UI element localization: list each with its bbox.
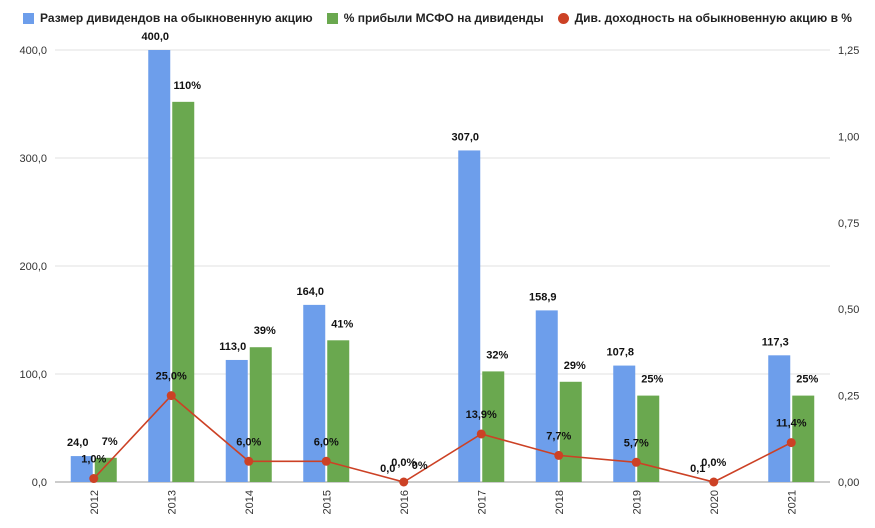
- y-right-tick-label: 0,00: [838, 477, 859, 489]
- x-tick-label: 2021: [786, 490, 798, 514]
- data-label-dividend-size: 400,0: [141, 31, 169, 43]
- point-dividend-yield[interactable]: [631, 457, 641, 467]
- bar-dividend-size[interactable]: [613, 365, 636, 482]
- point-dividend-yield[interactable]: [166, 391, 176, 401]
- data-label-payout-ratio: 7%: [102, 436, 118, 448]
- data-label-dividend-size: 307,0: [451, 131, 479, 143]
- legend-label-dividend-size: Размер дивидендов на обыкновенную акцию: [40, 11, 313, 25]
- data-label-payout-ratio: 29%: [564, 360, 586, 372]
- data-label-dividend-yield: 1,0%: [81, 454, 106, 466]
- x-tick-label: 2012: [89, 490, 101, 514]
- legend-dot-red: [557, 12, 569, 24]
- y-right-tick-label: 0,50: [838, 304, 859, 316]
- data-label-dividend-size: 0,0: [380, 463, 395, 475]
- x-tick-label: 2016: [399, 490, 411, 514]
- data-label-payout-ratio: 110%: [173, 80, 201, 92]
- data-label-dividend-yield: 25,0%: [156, 371, 187, 383]
- y-right-tick-label: 1,00: [838, 131, 859, 143]
- data-label-dividend-size: 0,1: [690, 463, 705, 475]
- legend-label-payout-ratio: % прибыли МСФО на дивиденды: [343, 11, 544, 25]
- x-tick-label: 2015: [321, 490, 333, 514]
- data-label-dividend-yield: 5,7%: [624, 437, 649, 449]
- bar-payout-ratio[interactable]: [482, 371, 505, 482]
- y-left-tick-label: 0,0: [32, 477, 47, 489]
- bar-payout-ratio[interactable]: [327, 340, 350, 482]
- y-right-tick-label: 0,25: [838, 391, 859, 403]
- data-label-dividend-yield: 6,0%: [236, 436, 261, 448]
- bar-payout-ratio[interactable]: [94, 457, 117, 482]
- data-label-payout-ratio: 25%: [641, 374, 663, 386]
- y-left-tick-label: 300,0: [19, 153, 47, 165]
- legend-label-dividend-yield: Див. доходность на обыкновенную акцию в …: [574, 11, 852, 25]
- bar-payout-ratio[interactable]: [172, 101, 195, 482]
- legend: Размер дивидендов на обыкновенную акцию …: [0, 11, 875, 25]
- bar-dividend-size[interactable]: [535, 310, 558, 482]
- bar-dividend-size[interactable]: [768, 355, 791, 482]
- point-dividend-yield[interactable]: [89, 474, 99, 484]
- data-label-payout-ratio: 41%: [331, 318, 353, 330]
- data-label-dividend-yield: 6,0%: [314, 436, 339, 448]
- legend-swatch-green: [326, 12, 338, 24]
- data-label-dividend-size: 107,8: [606, 347, 634, 359]
- point-dividend-yield[interactable]: [321, 456, 331, 466]
- point-dividend-yield[interactable]: [399, 477, 409, 487]
- legend-item-dividend-size[interactable]: Размер дивидендов на обыкновенную акцию: [23, 11, 313, 25]
- x-tick-label: 2013: [166, 490, 178, 514]
- x-tick-label: 2019: [631, 490, 643, 514]
- legend-item-dividend-yield[interactable]: Див. доходность на обыкновенную акцию в …: [557, 11, 852, 25]
- bar-payout-ratio[interactable]: [792, 395, 815, 482]
- data-label-dividend-yield: 0,0%: [701, 457, 726, 469]
- bar-dividend-size[interactable]: [225, 359, 248, 482]
- line-dividend-yield: [93, 394, 792, 483]
- y-left-tick-label: 200,0: [19, 261, 47, 273]
- point-dividend-yield[interactable]: [709, 477, 719, 487]
- data-label-payout-ratio: 25%: [796, 374, 818, 386]
- y-left-tick-label: 100,0: [19, 369, 47, 381]
- y-left-tick-label: 400,0: [19, 45, 47, 57]
- data-label-dividend-yield: 13,9%: [466, 409, 497, 421]
- bar-payout-ratio[interactable]: [249, 347, 272, 482]
- point-dividend-yield[interactable]: [476, 429, 486, 439]
- legend-item-payout-ratio[interactable]: % прибыли МСФО на дивиденды: [326, 11, 544, 25]
- point-dividend-yield[interactable]: [244, 456, 254, 466]
- data-label-dividend-size: 158,9: [529, 291, 557, 303]
- bar-payout-ratio[interactable]: [637, 395, 660, 482]
- x-tick-label: 2018: [554, 490, 566, 514]
- data-label-dividend-size: 164,0: [296, 286, 324, 298]
- x-tick-label: 2017: [476, 490, 488, 514]
- data-label-dividend-size: 113,0: [219, 341, 246, 353]
- y-right-tick-label: 1,25: [838, 45, 859, 57]
- data-label-dividend-size: 117,3: [762, 336, 789, 348]
- point-dividend-yield[interactable]: [554, 450, 564, 460]
- bar-dividend-size[interactable]: [148, 50, 171, 482]
- data-label-payout-ratio: 0%: [412, 460, 428, 472]
- data-label-dividend-yield: 7,7%: [546, 430, 571, 442]
- data-label-dividend-yield: 11,4%: [776, 418, 807, 430]
- data-label-dividend-size: 24,0: [67, 437, 88, 449]
- y-right-tick-label: 0,75: [838, 218, 859, 230]
- bar-dividend-size[interactable]: [458, 150, 481, 482]
- bar-dividend-size[interactable]: [303, 304, 326, 482]
- data-label-dividend-yield: 0,0%: [391, 457, 416, 469]
- data-label-payout-ratio: 32%: [486, 349, 508, 361]
- data-label-payout-ratio: 39%: [254, 325, 276, 337]
- x-tick-label: 2014: [244, 490, 256, 514]
- point-dividend-yield[interactable]: [786, 438, 796, 448]
- bar-dividend-size[interactable]: [70, 456, 93, 482]
- legend-swatch-blue: [23, 12, 35, 24]
- x-tick-label: 2020: [709, 490, 721, 514]
